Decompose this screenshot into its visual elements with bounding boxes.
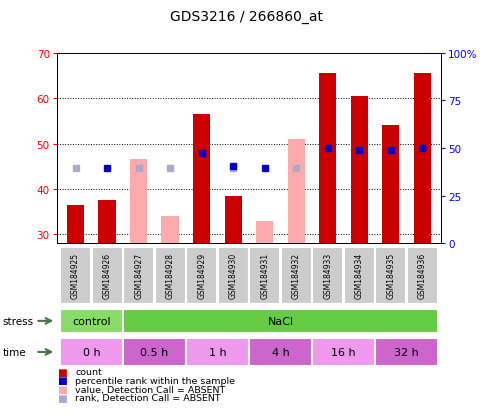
Text: NaCl: NaCl	[267, 316, 293, 326]
Text: GSM184928: GSM184928	[166, 253, 175, 299]
Text: time: time	[2, 347, 26, 357]
Bar	[287, 140, 305, 244]
FancyBboxPatch shape	[123, 338, 185, 366]
Text: GSM184925: GSM184925	[71, 253, 80, 299]
FancyBboxPatch shape	[123, 309, 438, 333]
FancyBboxPatch shape	[123, 247, 154, 304]
Bar	[414, 74, 431, 244]
Bar	[162, 216, 179, 244]
FancyBboxPatch shape	[313, 338, 375, 366]
Text: GSM184934: GSM184934	[355, 253, 364, 299]
Bar	[256, 221, 274, 244]
Text: control: control	[72, 316, 111, 326]
Bar	[224, 196, 242, 244]
Text: GSM184935: GSM184935	[387, 253, 395, 299]
Text: GSM184926: GSM184926	[103, 253, 111, 299]
FancyBboxPatch shape	[281, 247, 312, 304]
Text: GSM184933: GSM184933	[323, 253, 332, 299]
Text: rank, Detection Call = ABSENT: rank, Detection Call = ABSENT	[75, 393, 221, 402]
Text: ■: ■	[57, 375, 67, 385]
Text: 16 h: 16 h	[331, 347, 356, 357]
Text: 4 h: 4 h	[272, 347, 289, 357]
Text: 32 h: 32 h	[394, 347, 419, 357]
Text: stress: stress	[2, 316, 34, 326]
FancyBboxPatch shape	[60, 247, 91, 304]
Text: value, Detection Call = ABSENT: value, Detection Call = ABSENT	[75, 385, 226, 394]
FancyBboxPatch shape	[249, 247, 280, 304]
FancyBboxPatch shape	[249, 338, 312, 366]
Text: GDS3216 / 266860_at: GDS3216 / 266860_at	[170, 10, 323, 24]
Bar	[351, 97, 368, 244]
Text: GSM184927: GSM184927	[134, 253, 143, 299]
FancyBboxPatch shape	[186, 247, 217, 304]
FancyBboxPatch shape	[60, 309, 123, 333]
FancyBboxPatch shape	[186, 338, 248, 366]
FancyBboxPatch shape	[344, 247, 375, 304]
Text: GSM184936: GSM184936	[418, 253, 427, 299]
Text: ■: ■	[57, 367, 67, 377]
Bar	[319, 74, 336, 244]
Bar	[193, 115, 211, 244]
Text: count: count	[75, 367, 102, 376]
FancyBboxPatch shape	[60, 338, 123, 366]
Text: 0 h: 0 h	[82, 347, 100, 357]
Text: 0.5 h: 0.5 h	[141, 347, 169, 357]
Bar	[67, 205, 84, 244]
Bar	[99, 201, 116, 244]
Text: ■: ■	[57, 393, 67, 403]
Text: GSM184932: GSM184932	[292, 253, 301, 299]
FancyBboxPatch shape	[375, 247, 406, 304]
Bar	[130, 160, 147, 244]
Text: 1 h: 1 h	[209, 347, 226, 357]
FancyBboxPatch shape	[407, 247, 438, 304]
FancyBboxPatch shape	[313, 247, 343, 304]
FancyBboxPatch shape	[92, 247, 123, 304]
Text: GSM184930: GSM184930	[229, 253, 238, 299]
Text: GSM184929: GSM184929	[197, 253, 206, 299]
FancyBboxPatch shape	[218, 247, 248, 304]
Text: percentile rank within the sample: percentile rank within the sample	[75, 376, 236, 385]
Text: ■: ■	[57, 384, 67, 394]
Text: GSM184931: GSM184931	[260, 253, 269, 299]
Bar	[382, 126, 399, 244]
FancyBboxPatch shape	[155, 247, 185, 304]
Bar	[67, 205, 84, 244]
FancyBboxPatch shape	[375, 338, 438, 366]
